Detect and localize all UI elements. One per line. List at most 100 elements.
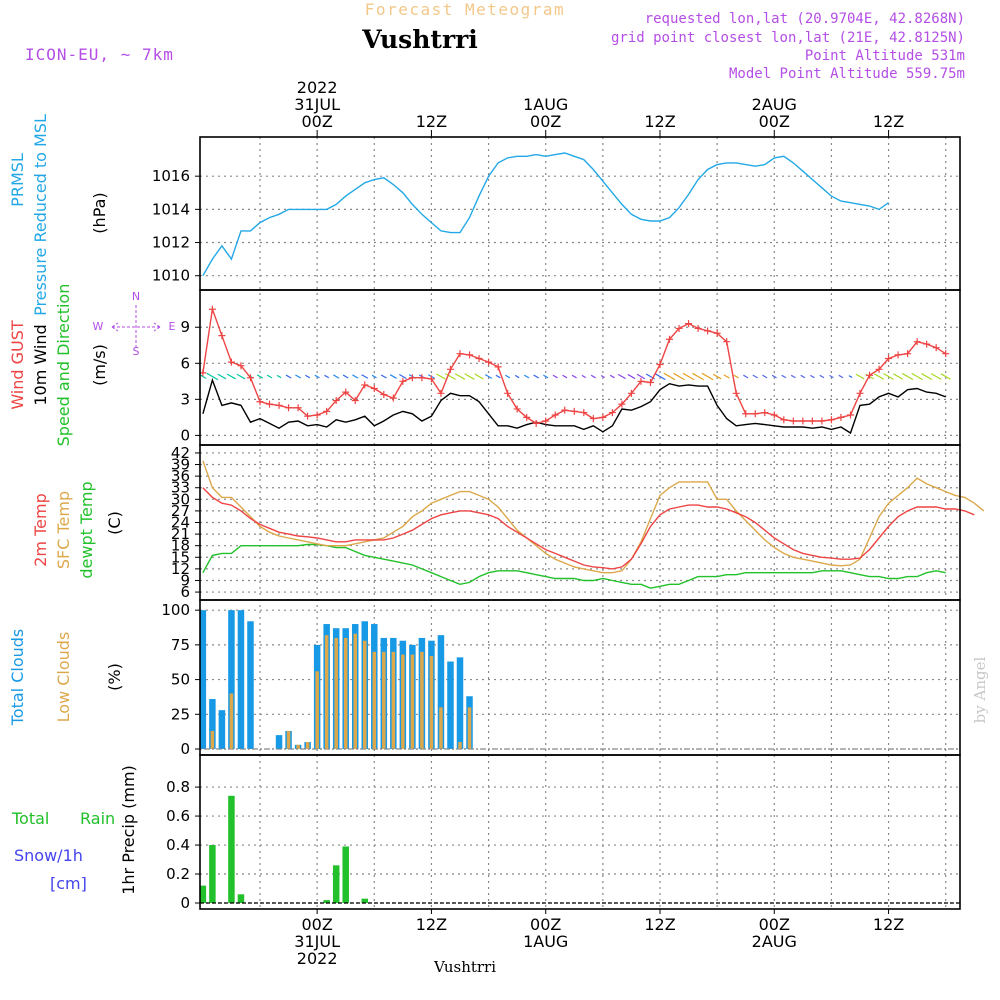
gust-marker: [227, 358, 235, 366]
gust-marker: [342, 388, 350, 396]
y-tick-label: 1014: [152, 200, 190, 218]
gust-marker: [932, 344, 940, 352]
wind-direction-arrow: [295, 374, 302, 379]
dewpt-label: dewpt Temp: [77, 481, 96, 578]
low-cloud-bar: [343, 637, 348, 749]
bottom-time-label: 1AUG: [523, 932, 568, 951]
pressure-unit: (hPa): [90, 192, 109, 233]
wind-direction-arrow: [474, 373, 484, 380]
y-tick-label: 1012: [152, 234, 190, 252]
y-tick-label: 9: [180, 318, 190, 336]
wind-direction-arrow: [533, 374, 540, 379]
chart-title: Vushtrri: [361, 25, 478, 54]
wind-direction-arrow: [654, 372, 666, 381]
wind-direction-arrow: [436, 373, 446, 380]
wind-direction-arrow: [600, 375, 605, 379]
wind-direction-arrow: [930, 373, 942, 380]
bottom-time-label: 2AUG: [752, 932, 797, 951]
wind-direction-arrow: [226, 373, 236, 380]
low-cloud-bar: [315, 671, 319, 749]
wind-direction-arrow: [901, 372, 914, 381]
cloud-unit: (%): [105, 663, 124, 691]
total-rain-label-2: Rain: [80, 809, 115, 828]
wind-direction-arrow: [911, 372, 923, 381]
sfctemp-label: SFC Temp: [54, 491, 73, 569]
bottom-time-label: 2022: [297, 949, 338, 968]
gust-marker: [637, 377, 645, 385]
total-cloud-bar: [228, 610, 235, 749]
wind-direction-arrow: [762, 374, 768, 379]
total-cloud-bar: [275, 735, 283, 749]
y-tick-label: 50: [171, 671, 190, 689]
total-cloud-bar: [247, 621, 254, 749]
wind-direction-arrow: [810, 374, 815, 379]
gust-marker: [894, 351, 902, 359]
wind-direction-arrow: [848, 375, 853, 378]
credit: by Angel: [971, 656, 989, 723]
wind-direction-arrow: [838, 374, 844, 379]
gust-marker: [513, 405, 521, 413]
gust-marker: [294, 404, 302, 412]
wind-direction-arrow: [701, 372, 714, 381]
top-time-label: 31JUL: [294, 95, 340, 114]
wind-direction-arrow: [893, 373, 904, 380]
total-cloud-bar: [237, 610, 245, 749]
wind-direction-arrow: [743, 374, 749, 379]
compass-s: S: [133, 345, 140, 358]
gust-marker: [799, 417, 807, 425]
wind-direction-arrow: [627, 373, 636, 380]
wind-direction-arrow: [454, 373, 466, 380]
wind-direction-arrow: [883, 373, 894, 380]
wind-direction-arrow: [543, 374, 549, 379]
temp-2m-line: [202, 487, 975, 570]
bottom-time-label: 00Z: [301, 915, 332, 934]
bottom-time-label: 12Z: [644, 915, 675, 934]
gust-marker: [323, 407, 331, 415]
low-cloud-bar: [210, 730, 215, 749]
gust-marker: [246, 374, 254, 382]
gust-marker: [742, 410, 750, 418]
gust-marker: [275, 401, 283, 409]
snow-unit-label: [cm]: [50, 874, 87, 893]
gust-marker: [361, 381, 369, 389]
wind-direction-arrow: [314, 374, 320, 379]
total-clouds-label: Total Clouds: [8, 629, 27, 727]
wind-direction-arrow: [552, 374, 558, 379]
gust-marker: [885, 354, 893, 362]
wind-direction-arrow: [692, 372, 704, 381]
wind-direction-arrow: [855, 373, 865, 380]
wind-direction-arrow: [581, 374, 587, 379]
compass-e: E: [169, 320, 176, 333]
low-cloud-bar: [324, 635, 329, 749]
wind-direction-arrow: [236, 373, 246, 380]
top-time-label: 12Z: [873, 112, 904, 131]
top-time-label: 12Z: [644, 112, 675, 131]
gust-marker: [256, 398, 264, 406]
y-tick-label: 18: [171, 537, 190, 555]
wind-direction-arrow: [590, 374, 596, 379]
rain-bar: [342, 846, 349, 903]
gust-marker: [580, 409, 588, 417]
low-cloud-bar: [229, 693, 234, 749]
gust-marker: [942, 350, 950, 358]
model-label: ICON-EU, ~ 7km: [25, 45, 174, 64]
rain-bar: [237, 894, 245, 903]
y-tick-label: 30: [171, 490, 190, 508]
wind-direction-arrow: [276, 374, 282, 379]
gust-marker: [437, 389, 445, 397]
wind-direction-arrow: [800, 374, 806, 379]
pressure-label-1: PRMSL: [8, 153, 27, 207]
gust-marker: [313, 411, 321, 419]
wind-direction-arrow: [206, 372, 219, 381]
wind-direction-arrow: [682, 372, 695, 381]
wind-direction-arrow: [617, 373, 626, 380]
wind-direction-arrow: [733, 374, 739, 379]
wind-direction-arrow: [266, 374, 273, 379]
y-tick-label: 24: [171, 514, 190, 532]
gust-marker: [504, 389, 512, 397]
wind-direction-arrow: [571, 374, 577, 379]
total-cloud-bar: [447, 661, 454, 749]
wind-direction-arrow: [352, 374, 359, 379]
sfc-temp-line: [202, 460, 985, 574]
wind-direction-label: Speed and Direction: [54, 284, 73, 447]
